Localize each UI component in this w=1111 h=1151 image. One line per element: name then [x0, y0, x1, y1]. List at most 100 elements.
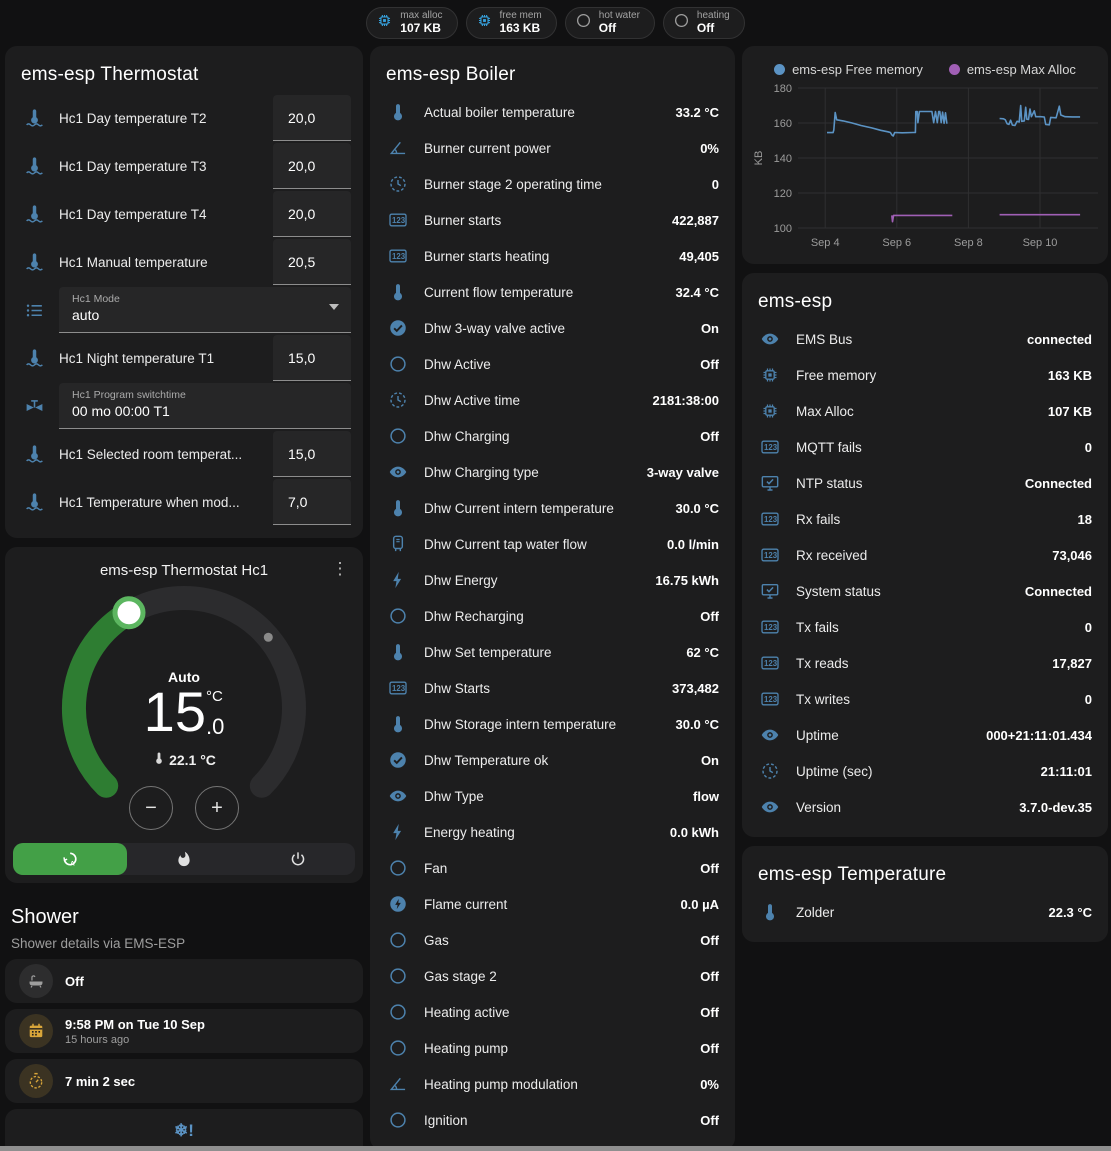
thermometer-icon	[394, 716, 402, 733]
entity-row[interactable]: 123 Rx fails 18	[742, 501, 1108, 537]
hvac-mode-button-off[interactable]	[241, 843, 355, 875]
counter-icon: 123	[758, 545, 782, 565]
temp-increase-button[interactable]: +	[195, 786, 239, 830]
entity-row[interactable]: Dhw Recharging Off	[370, 598, 735, 634]
temperature-rows: Zolder 22.3 °C	[742, 894, 1108, 942]
entity-label: Heating pump modulation	[424, 1076, 578, 1092]
entity-row[interactable]: Flame current 0.0 µA	[370, 886, 735, 922]
number-input[interactable]: 20,5	[273, 239, 351, 285]
svg-text:100: 100	[774, 223, 792, 235]
entity-row[interactable]: Actual boiler temperature 33.2 °C	[370, 94, 735, 130]
status-badge[interactable]: max alloc 107 KB	[366, 7, 458, 39]
number-input[interactable]: 7,0	[273, 479, 351, 525]
entity-row[interactable]: Heating pump Off	[370, 1030, 735, 1066]
entity-row[interactable]: 123 Dhw Starts 373,482	[370, 670, 735, 706]
temp-decrease-button[interactable]: −	[129, 786, 173, 830]
shower-item[interactable]: 7 min 2 sec	[5, 1059, 363, 1103]
entity-row[interactable]: Dhw Active time 2181:38:00	[370, 382, 735, 418]
entity-row[interactable]: Dhw Current tap water flow 0.0 l/min	[370, 526, 735, 562]
number-input[interactable]: 20,0	[273, 191, 351, 237]
entity-row[interactable]: NTP status Connected	[742, 465, 1108, 501]
entity-row[interactable]: 123 Tx reads 17,827	[742, 645, 1108, 681]
entity-row[interactable]: Dhw Temperature ok On	[370, 742, 735, 778]
hvac-mode-button-heat[interactable]	[127, 843, 241, 875]
number-input[interactable]: 15,0	[273, 431, 351, 477]
svg-text:123: 123	[764, 695, 778, 704]
chip-icon	[758, 401, 782, 421]
entity-row[interactable]: Dhw Set temperature 62 °C	[370, 634, 735, 670]
entity-row[interactable]: 123 Burner starts heating 49,405	[370, 238, 735, 274]
entity-row[interactable]: Dhw Current intern temperature 30.0 °C	[370, 490, 735, 526]
entity-row[interactable]: 123 Tx fails 0	[742, 609, 1108, 645]
entity-row[interactable]: Heating pump modulation 0%	[370, 1066, 735, 1102]
entity-row[interactable]: 123 Rx received 73,046	[742, 537, 1108, 573]
shower-item[interactable]: Off	[5, 959, 363, 1003]
entity-row[interactable]: Gas stage 2 Off	[370, 958, 735, 994]
number-input[interactable]: 15,0	[273, 335, 351, 381]
entity-row[interactable]: 123 MQTT fails 0	[742, 429, 1108, 465]
entity-value: 373,482	[672, 680, 719, 696]
entity-row[interactable]: Dhw Active Off	[370, 346, 735, 382]
entity-row[interactable]: Dhw 3-way valve active On	[370, 310, 735, 346]
more-options-icon[interactable]: ⋮	[331, 559, 349, 578]
mode-select[interactable]: Hc1 Mode auto	[59, 287, 351, 333]
entity-row[interactable]: EMS Bus connected	[742, 321, 1108, 357]
hvac-mode-button-auto[interactable]: A	[13, 843, 127, 875]
panel-title-thermostat: ems-esp Thermostat	[21, 64, 199, 85]
entity-row[interactable]: Energy heating 0.0 kWh	[370, 814, 735, 850]
lightning-icon	[393, 571, 402, 589]
thermometer-icon	[394, 644, 402, 661]
entity-row[interactable]: Current flow temperature 32.4 °C	[370, 274, 735, 310]
shower-item[interactable]: 9:58 PM on Tue 10 Sep 15 hours ago	[5, 1009, 363, 1053]
check-circle-icon	[386, 750, 410, 770]
entity-row[interactable]: Burner stage 2 operating time 0	[370, 166, 735, 202]
entity-row[interactable]: Fan Off	[370, 850, 735, 886]
entity-row[interactable]: Ignition Off	[370, 1102, 735, 1138]
entity-row[interactable]: 123 Burner starts 422,887	[370, 202, 735, 238]
shower-item[interactable]: ❄!	[5, 1109, 363, 1151]
legend-item[interactable]: ems-esp Free memory	[774, 59, 923, 80]
entity-row[interactable]: Gas Off	[370, 922, 735, 958]
entity-row[interactable]: Dhw Energy 16.75 kWh	[370, 562, 735, 598]
valve-icon	[21, 396, 47, 417]
counter-icon: 123	[761, 620, 779, 634]
entity-row[interactable]: Version 3.7.0-dev.35	[742, 789, 1108, 825]
status-badge[interactable]: heating Off	[662, 7, 745, 39]
entity-row[interactable]: Free memory 163 KB	[742, 357, 1108, 393]
entity-value: Connected	[1024, 475, 1092, 491]
timer-icon	[19, 1064, 53, 1098]
entity-row[interactable]: Max Alloc 107 KB	[742, 393, 1108, 429]
check-circle-icon	[386, 318, 410, 338]
entity-row[interactable]: Uptime 000+21:11:01.434	[742, 717, 1108, 753]
number-input[interactable]: 20,0	[273, 143, 351, 189]
emsesp-rows: EMS Bus connected Free memory 163 KB Max All…	[742, 321, 1108, 837]
flash-circle-icon	[386, 894, 410, 914]
entity-label: Dhw 3-way valve active	[424, 320, 566, 336]
entity-row[interactable]: Zolder 22.3 °C	[742, 894, 1108, 930]
legend-item[interactable]: ems-esp Max Alloc	[948, 59, 1076, 80]
entity-row[interactable]: Burner current power 0%	[370, 130, 735, 166]
entity-row[interactable]: System status Connected	[742, 573, 1108, 609]
entity-label: Burner starts	[424, 212, 502, 228]
svg-text:Sep 10: Sep 10	[1023, 237, 1058, 249]
horizontal-scrollbar[interactable]	[0, 1146, 1111, 1151]
entity-label: Hc1 Temperature when mod...	[59, 494, 240, 510]
entity-label: NTP status	[796, 475, 863, 491]
thermometer-icon	[152, 751, 166, 768]
entity-row[interactable]: Dhw Storage intern temperature 30.0 °C	[370, 706, 735, 742]
entity-row[interactable]: Dhw Charging type 3-way valve	[370, 454, 735, 490]
entity-row[interactable]: Uptime (sec) 21:11:01	[742, 753, 1108, 789]
status-badge[interactable]: hot water Off	[564, 7, 655, 39]
number-input[interactable]: 20,0	[273, 95, 351, 141]
circle-icon	[390, 1004, 406, 1020]
circle-icon	[390, 608, 406, 624]
eye-icon	[761, 729, 779, 741]
entity-row[interactable]: Dhw Charging Off	[370, 418, 735, 454]
text-input[interactable]: Hc1 Program switchtime 00 mo 00:00 T1	[59, 383, 351, 429]
entity-row[interactable]: 123 Tx writes 0	[742, 681, 1108, 717]
circle-icon	[386, 426, 410, 446]
status-badge[interactable]: free mem 163 KB	[465, 7, 557, 39]
thermostat-dial[interactable]: Auto 15 °C .0 22.1 °C − +	[59, 583, 309, 830]
entity-row[interactable]: Heating active Off	[370, 994, 735, 1030]
entity-row[interactable]: Dhw Type flow	[370, 778, 735, 814]
